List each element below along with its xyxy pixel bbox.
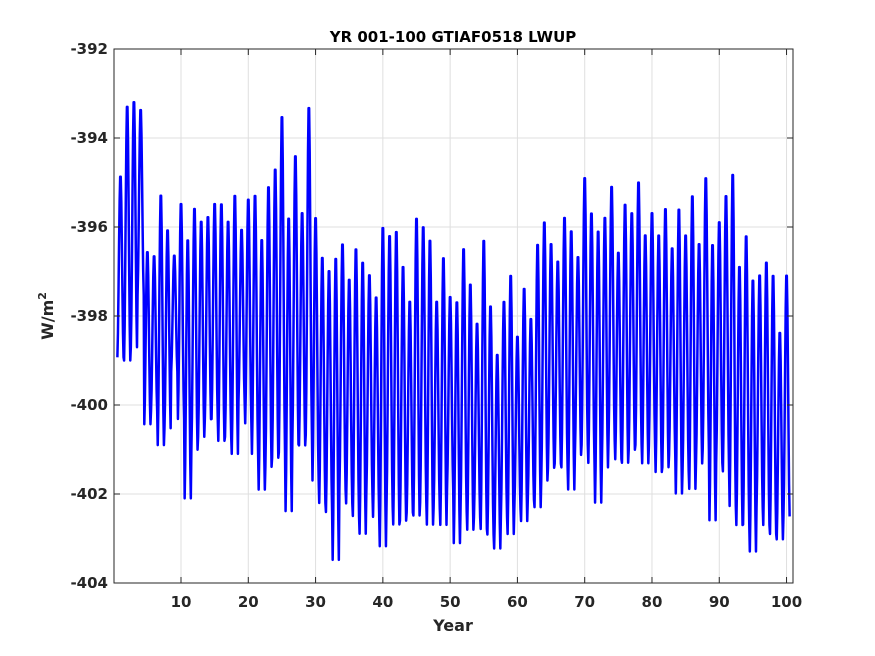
chart-title: YR 001-100 GTIAF0518 LWUP (329, 28, 577, 46)
y-axis-label-superscript: 2 (36, 292, 49, 300)
y-tick-label: -396 (70, 218, 108, 236)
tick-marks (114, 48, 793, 584)
y-tick-label: -400 (70, 396, 108, 414)
x-tick-label: 70 (574, 593, 595, 611)
y-axis-label-base: W/m (38, 300, 57, 340)
x-tick-label: 90 (709, 593, 730, 611)
x-tick-label: 30 (305, 593, 326, 611)
x-tick-label: 10 (171, 593, 192, 611)
x-tick-label: 60 (507, 593, 528, 611)
y-tick-label: -398 (70, 307, 108, 325)
x-tick-label: 50 (440, 593, 461, 611)
x-tick-labels: 10 20 30 40 50 60 70 80 90 100 (171, 593, 803, 611)
y-axis-label: W/m2 (36, 292, 57, 340)
y-tick-label: -394 (70, 129, 108, 147)
y-tick-label: -404 (70, 574, 108, 592)
x-axis-label: Year (432, 616, 473, 635)
y-tick-label: -402 (70, 485, 108, 503)
x-tick-label: 100 (771, 593, 802, 611)
series-group (116, 101, 791, 562)
y-tick-label: -392 (70, 40, 108, 58)
x-tick-label: 20 (238, 593, 259, 611)
x-tick-label: 40 (372, 593, 393, 611)
series-line (116, 101, 791, 562)
x-tick-label: 80 (642, 593, 663, 611)
y-tick-labels: -392 -394 -396 -398 -400 -402 -404 (70, 40, 108, 592)
